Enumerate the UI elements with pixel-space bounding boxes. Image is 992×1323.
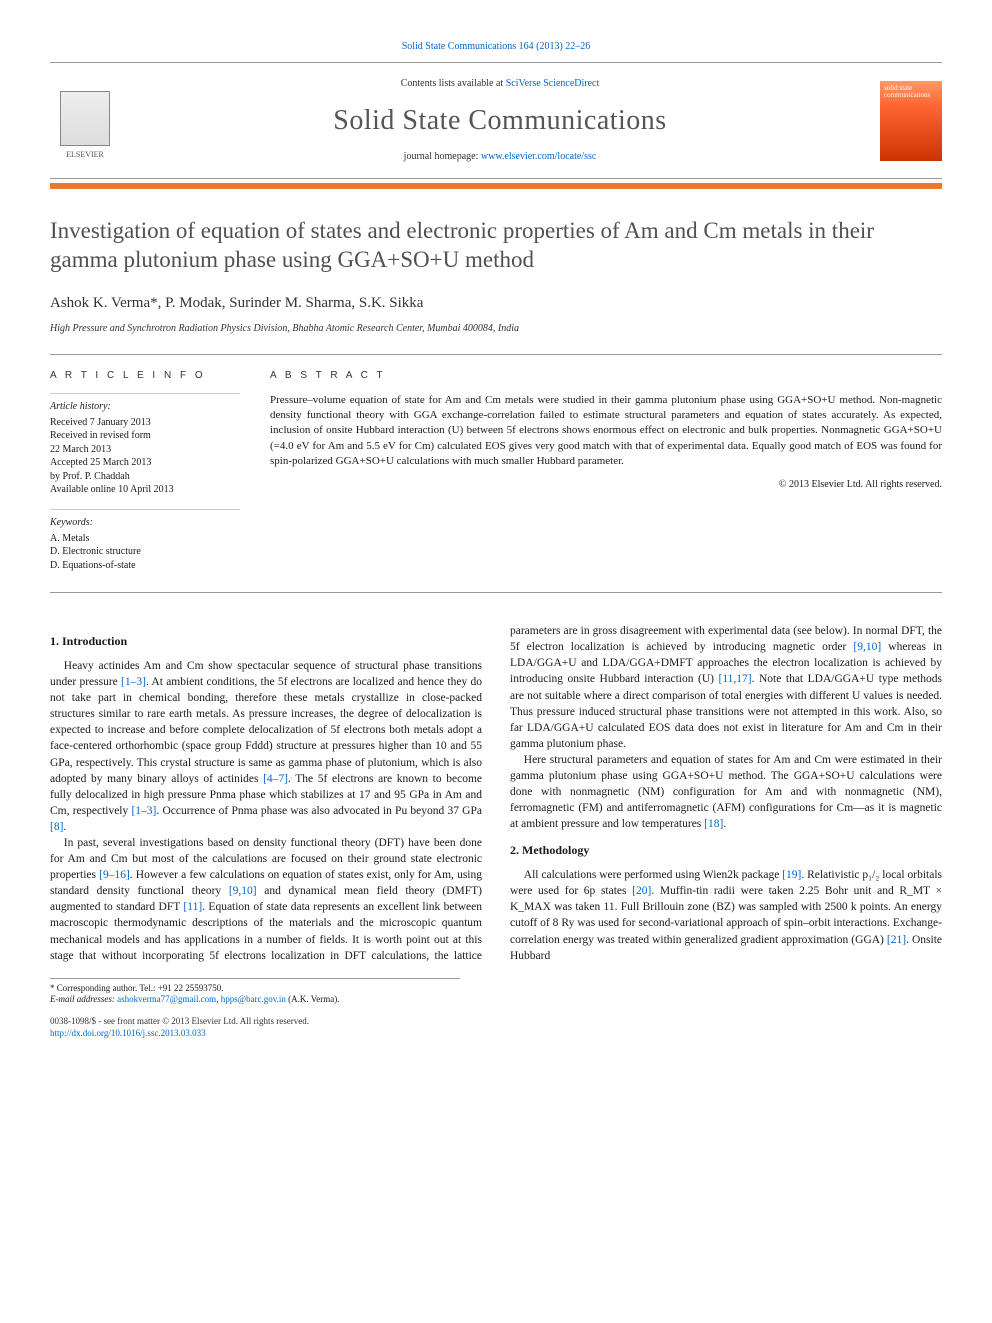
elsevier-tree-icon — [60, 91, 110, 146]
p4b: . — [723, 818, 726, 830]
divider-bottom — [50, 592, 942, 593]
para-4: Here structural parameters and equation … — [510, 752, 942, 832]
ref-link-1-3b[interactable]: [1–3] — [131, 805, 156, 817]
ref-link-9-10b[interactable]: [9,10] — [853, 641, 881, 653]
elsevier-label: ELSEVIER — [66, 149, 104, 160]
cover-text: solid state communications — [884, 85, 938, 100]
p1d: . Occurrence of Pnma phase was also advo… — [156, 805, 482, 817]
elsevier-logo: ELSEVIER — [50, 81, 120, 161]
homepage-line: journal homepage: www.elsevier.com/locat… — [120, 150, 880, 164]
ref-link-18[interactable]: [18] — [704, 818, 723, 830]
info-abstract-row: A R T I C L E I N F O Article history: R… — [50, 369, 942, 585]
article-history-block: Article history: Received 7 January 2013… — [50, 393, 240, 497]
email-suffix: (A.K. Verma). — [286, 994, 340, 1004]
homepage-link[interactable]: www.elsevier.com/locate/ssc — [481, 151, 596, 162]
ref-link-9-10[interactable]: [9,10] — [229, 885, 257, 897]
section-1-heading: 1. Introduction — [50, 633, 482, 650]
footer-meta: 0038-1098/$ - see front matter © 2013 El… — [50, 1016, 942, 1039]
article-info-heading: A R T I C L E I N F O — [50, 369, 240, 383]
p1b: . At ambient conditions, the 5f electron… — [50, 676, 482, 785]
p5a: All calculations were performed using Wi… — [524, 869, 782, 881]
keywords-block: Keywords: A. Metals D. Electronic struct… — [50, 509, 240, 573]
doi-link[interactable]: http://dx.doi.org/10.1016/j.ssc.2013.03.… — [50, 1028, 206, 1038]
ref-link-20[interactable]: [20] — [632, 885, 651, 897]
para-1: Heavy actinides Am and Cm show spectacul… — [50, 658, 482, 835]
masthead-center: Contents lists available at SciVerse Sci… — [120, 77, 880, 164]
divider-top — [50, 354, 942, 355]
history-3: Accepted 25 March 2013 — [50, 456, 240, 470]
history-label: Article history: — [50, 400, 240, 414]
history-5: Available online 10 April 2013 — [50, 483, 240, 497]
keyword-0: A. Metals — [50, 532, 240, 546]
ref-link-11-17[interactable]: [11,17] — [718, 673, 751, 685]
keyword-1: D. Electronic structure — [50, 545, 240, 559]
ref-link-19[interactable]: [19] — [782, 869, 801, 881]
abstract-text: Pressure–volume equation of state for Am… — [270, 393, 942, 470]
history-1: Received in revised form — [50, 429, 240, 443]
journal-name: Solid State Communications — [120, 101, 880, 140]
affiliation: High Pressure and Synchrotron Radiation … — [50, 322, 942, 336]
p1e: . — [63, 821, 66, 833]
abstract-column: A B S T R A C T Pressure–volume equation… — [270, 369, 942, 585]
journal-cover-thumbnail: solid state communications — [880, 81, 942, 161]
ref-link-21[interactable]: [21] — [887, 934, 906, 946]
history-4: by Prof. P. Chaddah — [50, 470, 240, 484]
ref-link-8[interactable]: [8] — [50, 821, 63, 833]
keyword-2: D. Equations-of-state — [50, 559, 240, 573]
contents-prefix: Contents lists available at — [401, 78, 506, 89]
ref-link-1-3[interactable]: [1–3] — [121, 676, 146, 688]
masthead: ELSEVIER Contents lists available at Sci… — [50, 62, 942, 179]
ref-link-11[interactable]: [11] — [183, 901, 202, 913]
corresp-author-note: * Corresponding author. Tel.: +91 22 255… — [50, 983, 460, 995]
body-two-column: 1. Introduction Heavy actinides Am and C… — [50, 623, 942, 964]
keywords-label: Keywords: — [50, 516, 240, 530]
journal-reference: Solid State Communications 164 (2013) 22… — [50, 40, 942, 54]
orange-divider-bar — [50, 183, 942, 189]
abstract-copyright: © 2013 Elsevier Ltd. All rights reserved… — [270, 478, 942, 492]
email-link-2[interactable]: hpps@barc.gov.in — [221, 994, 286, 1004]
authors-line: Ashok K. Verma*, P. Modak, Surinder M. S… — [50, 293, 942, 314]
ref-link-4-7[interactable]: [4–7] — [263, 773, 288, 785]
abstract-heading: A B S T R A C T — [270, 369, 942, 383]
ref-link-9-16[interactable]: [9–16] — [99, 869, 130, 881]
email-label: E-mail addresses: — [50, 994, 115, 1004]
authors-text: Ashok K. Verma*, P. Modak, Surinder M. S… — [50, 295, 423, 311]
sciencedirect-link[interactable]: SciVerse ScienceDirect — [506, 78, 600, 89]
article-info-column: A R T I C L E I N F O Article history: R… — [50, 369, 240, 585]
contents-available-line: Contents lists available at SciVerse Sci… — [120, 77, 880, 91]
para-5: All calculations were performed using Wi… — [510, 867, 942, 964]
footnotes: * Corresponding author. Tel.: +91 22 255… — [50, 978, 460, 1006]
issn-line: 0038-1098/$ - see front matter © 2013 El… — [50, 1016, 942, 1028]
history-0: Received 7 January 2013 — [50, 416, 240, 430]
section-2-heading: 2. Methodology — [510, 842, 942, 859]
homepage-prefix: journal homepage: — [404, 151, 481, 162]
email-link-1[interactable]: ashokverma77@gmail.com — [117, 994, 216, 1004]
email-line: E-mail addresses: ashokverma77@gmail.com… — [50, 994, 460, 1006]
page-root: Solid State Communications 164 (2013) 22… — [0, 0, 992, 1080]
article-title: Investigation of equation of states and … — [50, 217, 942, 275]
history-2: 22 March 2013 — [50, 443, 240, 457]
